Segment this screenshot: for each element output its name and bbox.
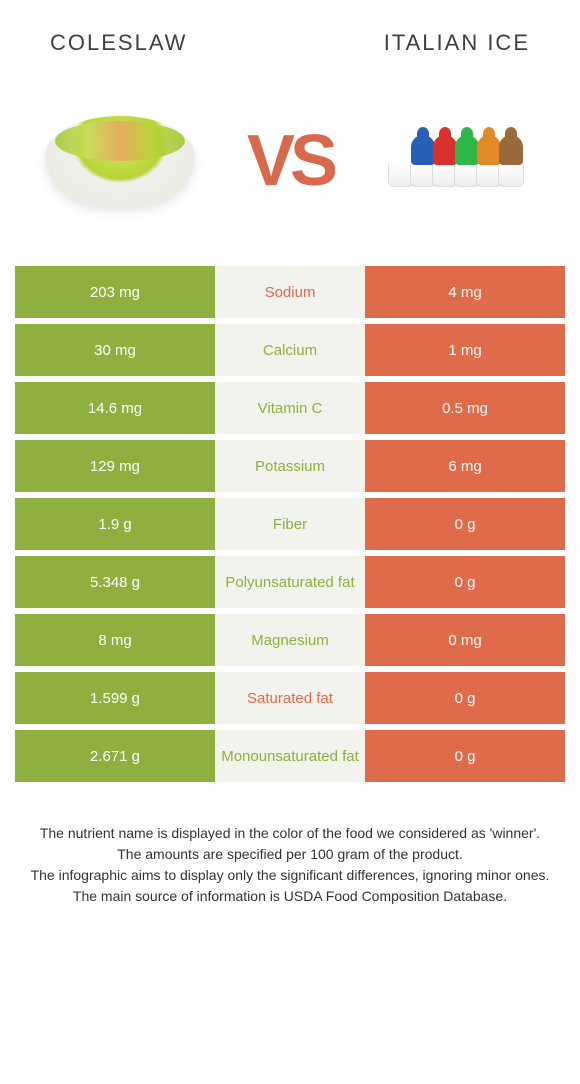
table-row: 30 mgCalcium1 mg — [15, 324, 565, 376]
left-value: 129 mg — [15, 440, 215, 492]
nutrient-label: Saturated fat — [215, 672, 365, 724]
nutrient-label: Monounsaturated fat — [215, 730, 365, 782]
table-row: 203 mgSodium4 mg — [15, 266, 565, 318]
table-row: 2.671 gMonounsaturated fat0 g — [15, 730, 565, 782]
nutrient-label: Fiber — [215, 498, 365, 550]
right-value: 0 g — [365, 498, 565, 550]
left-value: 5.348 g — [15, 556, 215, 608]
ice-cup-icon — [498, 163, 524, 187]
left-value: 30 mg — [15, 324, 215, 376]
comparison-table: 203 mgSodium4 mg 30 mgCalcium1 mg 14.6 mgV… — [0, 266, 580, 782]
nutrient-label: Potassium — [215, 440, 365, 492]
table-row: 5.348 gPolyunsaturated fat0 g — [15, 556, 565, 608]
right-value: 0 g — [365, 556, 565, 608]
table-row: 8 mgMagnesium0 mg — [15, 614, 565, 666]
nutrient-label: Magnesium — [215, 614, 365, 666]
right-food-title: Italian ice — [384, 30, 530, 56]
left-value: 8 mg — [15, 614, 215, 666]
table-row: 1.9 gFiber0 g — [15, 498, 565, 550]
bowl-icon — [45, 116, 195, 206]
italian-ice-image — [370, 96, 550, 226]
table-row: 129 mgPotassium6 mg — [15, 440, 565, 492]
left-food-title: Coleslaw — [50, 30, 187, 56]
ice-cup — [496, 135, 526, 187]
left-value: 203 mg — [15, 266, 215, 318]
coleslaw-image — [30, 96, 210, 226]
left-value: 14.6 mg — [15, 382, 215, 434]
footer-line: The infographic aims to display only the… — [20, 865, 560, 886]
left-value: 1.9 g — [15, 498, 215, 550]
ice-swirl-icon — [477, 135, 501, 165]
right-value: 6 mg — [365, 440, 565, 492]
right-value: 1 mg — [365, 324, 565, 376]
right-value: 0 g — [365, 672, 565, 724]
nutrient-label: Calcium — [215, 324, 365, 376]
nutrient-label: Vitamin C — [215, 382, 365, 434]
footer-line: The main source of information is USDA F… — [20, 886, 560, 907]
ice-swirl-icon — [411, 135, 435, 165]
right-value: 0 g — [365, 730, 565, 782]
vs-text: VS — [247, 120, 333, 202]
footer-line: The amounts are specified per 100 gram o… — [20, 844, 560, 865]
nutrient-label: Sodium — [215, 266, 365, 318]
header: Coleslaw Italian ice — [0, 0, 580, 76]
nutrient-label: Polyunsaturated fat — [215, 556, 365, 608]
ice-swirl-icon — [433, 135, 457, 165]
left-value: 1.599 g — [15, 672, 215, 724]
table-row: 1.599 gSaturated fat0 g — [15, 672, 565, 724]
right-value: 0 mg — [365, 614, 565, 666]
footer-notes: The nutrient name is displayed in the co… — [0, 788, 580, 907]
ice-swirl-icon — [499, 135, 523, 165]
table-row: 14.6 mgVitamin C0.5 mg — [15, 382, 565, 434]
ice-swirl-icon — [455, 135, 479, 165]
images-row: VS — [0, 76, 580, 266]
right-value: 0.5 mg — [365, 382, 565, 434]
right-value: 4 mg — [365, 266, 565, 318]
left-value: 2.671 g — [15, 730, 215, 782]
footer-line: The nutrient name is displayed in the co… — [20, 823, 560, 844]
ice-swirl-icon — [389, 135, 413, 165]
ice-cups — [394, 135, 526, 187]
